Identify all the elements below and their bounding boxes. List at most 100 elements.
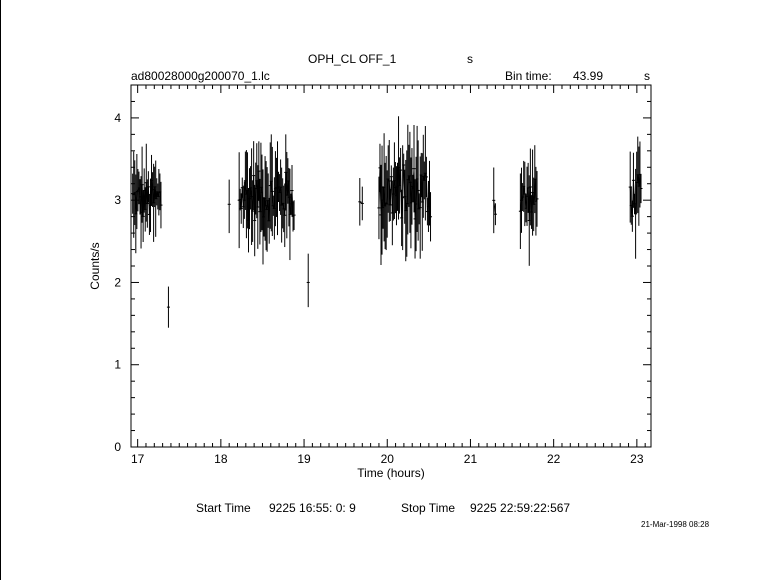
- data-connector: [291, 190, 294, 217]
- data-connector: [521, 196, 524, 201]
- y-axis-label: Counts/s: [88, 242, 102, 289]
- data-connector: [241, 187, 244, 207]
- stop-time-value: 9225 22:59:22:567: [470, 501, 571, 515]
- data-connector: [292, 214, 295, 217]
- y-tick-label: 0: [114, 440, 121, 454]
- data-segment: [377, 116, 433, 265]
- data-segment: [306, 253, 310, 308]
- data-connector: [403, 164, 406, 197]
- data-connector: [149, 180, 153, 206]
- data-connector: [271, 191, 274, 206]
- window-left-border: [0, 0, 1, 580]
- data-connector: [264, 198, 267, 206]
- data-connector: [418, 207, 421, 210]
- data-segment: [628, 136, 643, 259]
- data-connector: [260, 187, 263, 193]
- data-connector: [523, 186, 526, 195]
- data-connector: [247, 198, 251, 221]
- data-connector: [259, 187, 262, 212]
- data-connector: [415, 178, 418, 204]
- data-connector: [428, 193, 432, 217]
- data-connector: [159, 191, 162, 206]
- data-connector: [270, 181, 273, 192]
- x-tick-label: 22: [547, 452, 561, 466]
- data-connector: [273, 188, 276, 209]
- stop-time-label: Stop Time: [401, 501, 456, 515]
- data-connector: [405, 203, 408, 211]
- y-tick-label: 3: [114, 193, 121, 207]
- chart-title: OPH_CL OFF_1: [308, 52, 397, 66]
- data-connector: [395, 186, 399, 196]
- data-connector: [404, 196, 407, 211]
- x-tick-label: 20: [381, 452, 395, 466]
- start-time-label: Start Time: [196, 501, 251, 515]
- data-connector: [534, 179, 537, 202]
- plot-frame: [130, 84, 652, 448]
- data-connector: [417, 190, 420, 209]
- data-connector: [250, 187, 253, 197]
- data-connector: [282, 203, 285, 209]
- data-connector: [426, 206, 429, 212]
- data-connector: [400, 170, 403, 218]
- data-connector: [135, 191, 138, 214]
- data-connector: [390, 176, 393, 213]
- data-connector: [254, 188, 257, 221]
- data-connector: [242, 200, 245, 207]
- chart-title-suffix: s: [467, 52, 473, 66]
- data-connector: [535, 198, 538, 202]
- data-segment: [492, 167, 497, 234]
- data-connector: [244, 180, 247, 195]
- data-connector: [632, 180, 636, 204]
- data-connector: [406, 179, 409, 204]
- x-tick-label: 18: [214, 452, 228, 466]
- data-connector: [157, 192, 160, 197]
- data-connector: [401, 197, 404, 218]
- data-connector: [379, 167, 382, 215]
- data-connector: [280, 187, 283, 206]
- bin-time-unit: s: [644, 69, 650, 83]
- x-tick-label: 17: [131, 452, 145, 466]
- data-segment: [237, 134, 296, 265]
- start-time-value: 9225 16:55: 0: 9: [269, 501, 356, 515]
- data-connector: [393, 180, 396, 188]
- data-connector: [493, 200, 496, 215]
- x-tick-label: 19: [297, 452, 311, 466]
- filename-label: ad80028000g200070_1.lc: [131, 69, 270, 83]
- data-segment: [131, 143, 163, 254]
- x-axis-label: Time (hours): [357, 466, 425, 480]
- y-tick-label: 4: [114, 111, 121, 125]
- data-connector: [289, 203, 292, 215]
- data-connector: [408, 175, 411, 183]
- data-connector: [629, 187, 632, 206]
- data-connector: [268, 185, 271, 221]
- x-tick-label: 21: [464, 452, 478, 466]
- data-connector: [410, 186, 413, 203]
- data-connector: [387, 178, 390, 182]
- data-connector: [136, 189, 139, 192]
- bin-time-label: Bin time:: [505, 69, 552, 83]
- data-connector: [138, 187, 141, 197]
- data-connector: [414, 203, 417, 219]
- data-connector: [287, 180, 290, 198]
- data-connector: [391, 194, 394, 213]
- data-connector: [263, 198, 266, 217]
- data-connector: [525, 196, 528, 209]
- bin-time-value: 43.99: [573, 69, 604, 83]
- x-tick-label: 23: [630, 452, 644, 466]
- plot-timestamp: 21-Mar-1998 08:28: [641, 520, 710, 529]
- data-connector: [151, 180, 154, 190]
- data-segment: [518, 145, 539, 266]
- data-connector: [359, 201, 363, 204]
- data-connector: [413, 168, 416, 219]
- y-tick-label: 1: [114, 358, 121, 372]
- data-connector: [635, 182, 638, 214]
- data-connector: [261, 192, 264, 217]
- data-connector: [386, 179, 389, 205]
- data-segment: [358, 178, 364, 226]
- data-series: [131, 116, 643, 328]
- data-connector: [148, 205, 151, 215]
- data-segment: [166, 286, 170, 328]
- data-connector: [416, 178, 419, 191]
- data-connector: [380, 200, 383, 215]
